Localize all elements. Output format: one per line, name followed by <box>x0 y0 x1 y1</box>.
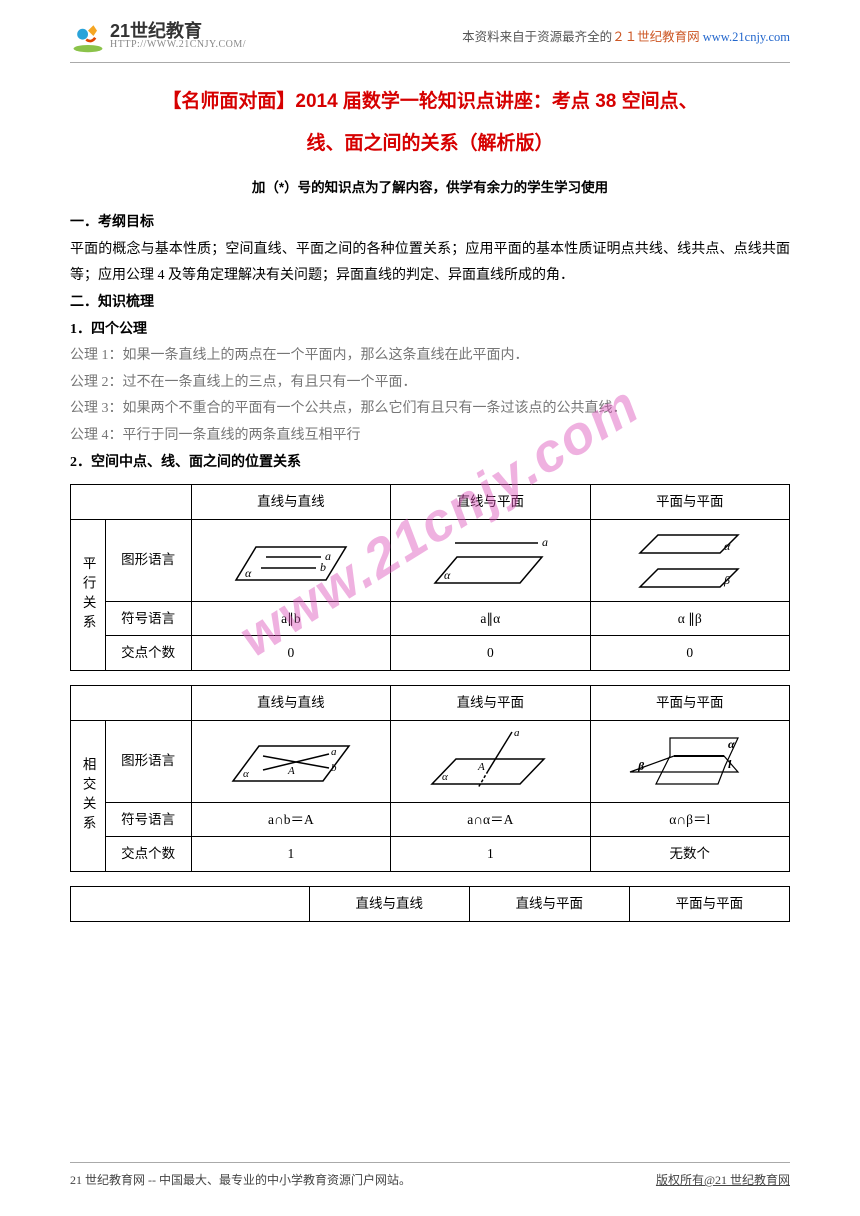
doc-subtitle-note: 加（*）号的知识点为了解内容，供学有余力的学生学习使用 <box>70 175 790 201</box>
logo-figure-icon <box>70 18 106 54</box>
axiom-1: 公理 1：如果一条直线上的两点在一个平面内，那么这条直线在此平面内． <box>70 343 790 370</box>
doc-title-line1: 【名师面对面】2014 届数学一轮知识点讲座：考点 38 空间点、 <box>70 81 790 123</box>
cnt-parallel-pp: 0 <box>590 636 789 671</box>
cnt-intersect-pp: 无数个 <box>590 837 789 872</box>
cnt-intersect-ll: 1 <box>191 837 390 872</box>
logo: 21世纪教育 HTTP://WWW.21CNJY.COM/ <box>70 18 246 54</box>
sym-intersect-ll: a∩b＝A <box>191 802 390 837</box>
header-note-prefix: 本资料来自于资源最齐全的 <box>462 30 612 44</box>
axiom-3: 公理 3：如果两个不重合的平面有一个公共点，那么它们有且只有一条过该点的公共直线… <box>70 396 790 423</box>
logo-url: HTTP://WWW.21CNJY.COM/ <box>110 40 246 50</box>
row-label-cnt: 交点个数 <box>105 837 191 872</box>
col-header-pp: 平面与平面 <box>629 887 789 922</box>
row-label-fig: 图形语言 <box>105 720 191 802</box>
header-divider <box>70 62 790 63</box>
col-header-ll: 直线与直线 <box>191 485 390 520</box>
sym-intersect-lp: a∩α＝A <box>391 802 590 837</box>
svg-text:α: α <box>245 566 252 580</box>
table-intersect: 直线与直线 直线与平面 平面与平面 相交关系 图形语言 a b A α a A <box>70 685 790 872</box>
row-label-sym: 符号语言 <box>105 601 191 636</box>
row-label-fig: 图形语言 <box>105 519 191 601</box>
svg-text:a: a <box>514 727 520 739</box>
empty-cell <box>71 686 192 721</box>
svg-text:b: b <box>320 560 326 574</box>
header-note-accent: ２１世纪教育网 <box>612 30 700 44</box>
svg-text:β: β <box>723 573 730 587</box>
col-header-lp: 直线与平面 <box>469 887 629 922</box>
row-label-cnt: 交点个数 <box>105 636 191 671</box>
diagram-parallel-pp: α β <box>590 519 789 601</box>
col-header-ll: 直线与直线 <box>191 686 390 721</box>
sym-parallel-lp: a∥α <box>391 601 590 636</box>
col-header-lp: 直线与平面 <box>391 686 590 721</box>
empty-cell <box>71 887 310 922</box>
diagram-intersect-pp: α β l <box>590 720 789 802</box>
svg-text:A: A <box>287 765 295 777</box>
header-note: 本资料来自于资源最齐全的２１世纪教育网 www.21cnjy.com <box>462 26 790 50</box>
col-header-pp: 平面与平面 <box>590 686 789 721</box>
logo-text: 21世纪教育 HTTP://WWW.21CNJY.COM/ <box>110 22 246 50</box>
header-note-link: www.21cnjy.com <box>703 30 790 44</box>
footer-left: 21 世纪教育网 -- 中国最大、最专业的中小学教育资源门户网站。 <box>70 1169 411 1192</box>
col-header-lp: 直线与平面 <box>391 485 590 520</box>
section-1-heading: 一．考纲目标 <box>70 210 790 237</box>
col-header-pp: 平面与平面 <box>590 485 789 520</box>
svg-text:a: a <box>331 746 337 758</box>
diagram-intersect-lp: a A α <box>391 720 590 802</box>
svg-text:A: A <box>477 761 485 773</box>
doc-title-line2: 线、面之间的关系（解析版） <box>70 123 790 165</box>
table-parallel: 直线与直线 直线与平面 平面与平面 平行关系 图形语言 a b α a α <box>70 484 790 671</box>
diagram-parallel-lp: a α <box>391 519 590 601</box>
sym-parallel-ll: a∥b <box>191 601 390 636</box>
empty-cell <box>71 485 192 520</box>
diagram-parallel-ll: a b α <box>191 519 390 601</box>
svg-text:α: α <box>724 539 731 553</box>
diagram-intersect-ll: a b A α <box>191 720 390 802</box>
svg-text:b: b <box>331 762 337 774</box>
row-label-sym: 符号语言 <box>105 802 191 837</box>
section-2-heading: 二．知识梳理 <box>70 290 790 317</box>
section-2-sub2: 2．空间中点、线、面之间的位置关系 <box>70 450 790 477</box>
sym-intersect-pp: α∩β＝l <box>590 802 789 837</box>
axiom-4: 公理 4：平行于同一条直线的两条直线互相平行 <box>70 423 790 450</box>
sym-parallel-pp: α ∥β <box>590 601 789 636</box>
cnt-parallel-ll: 0 <box>191 636 390 671</box>
page-footer: 21 世纪教育网 -- 中国最大、最专业的中小学教育资源门户网站。 版权所有@2… <box>70 1162 790 1192</box>
svg-text:α: α <box>442 771 448 783</box>
section-1-body: 平面的概念与基本性质；空间直线、平面之间的各种位置关系；应用平面的基本性质证明点… <box>70 237 790 290</box>
logo-cn: 21世纪教育 <box>110 22 246 40</box>
svg-text:α: α <box>728 737 735 751</box>
svg-text:α: α <box>444 568 451 582</box>
col-header-ll: 直线与直线 <box>309 887 469 922</box>
table-skew-headeronly: 直线与直线 直线与平面 平面与平面 <box>70 886 790 922</box>
cnt-intersect-lp: 1 <box>391 837 590 872</box>
side-label-parallel: 平行关系 <box>71 519 106 670</box>
svg-text:β: β <box>637 759 645 773</box>
axiom-2: 公理 2：过不在一条直线上的三点，有且只有一个平面． <box>70 370 790 397</box>
section-2-sub1: 1．四个公理 <box>70 317 790 344</box>
side-label-intersect: 相交关系 <box>71 720 106 871</box>
svg-text:α: α <box>243 768 249 780</box>
page-header: 21世纪教育 HTTP://WWW.21CNJY.COM/ 本资料来自于资源最齐… <box>70 18 790 54</box>
footer-right: 版权所有@21 世纪教育网 <box>656 1169 790 1192</box>
svg-text:a: a <box>542 535 548 549</box>
cnt-parallel-lp: 0 <box>391 636 590 671</box>
